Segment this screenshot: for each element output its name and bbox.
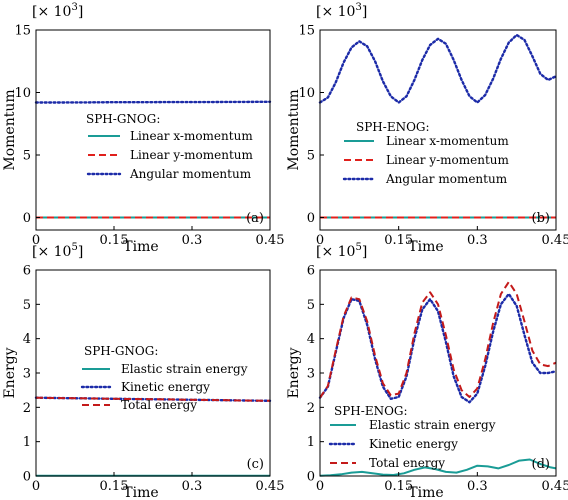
y-axis-label: Momentum bbox=[2, 89, 18, 170]
legend-title: SPH-GNOG: bbox=[84, 344, 158, 358]
x-tick-label: 0.3 bbox=[182, 479, 203, 494]
x-tick-label: 0 bbox=[32, 233, 40, 248]
y-tick-label: 10 bbox=[14, 86, 31, 101]
y-tick-label: 4 bbox=[307, 332, 315, 347]
legend-entry-label: Linear x-momentum bbox=[130, 129, 253, 143]
y-tick-label: 3 bbox=[23, 367, 31, 382]
y-tick-label: 0 bbox=[23, 211, 31, 226]
y-tick-label: 5 bbox=[307, 149, 315, 164]
x-axis-label: Time bbox=[123, 485, 158, 500]
chart-panel-1: 0 5 10 15 0 0.15 0.3 0.45 Time Momentum [× 103] (a)… bbox=[2, 2, 284, 255]
y-tick-label: 1 bbox=[307, 435, 315, 450]
x-axis-label: Time bbox=[123, 239, 158, 255]
x-tick-label: 0.15 bbox=[100, 479, 129, 494]
x-tick-label: 0 bbox=[316, 233, 324, 248]
y-tick-label: 5 bbox=[23, 298, 31, 313]
x-tick-label: 0 bbox=[316, 479, 324, 494]
legend: SPH-GNOG: Elastic strain energy Kinetic en… bbox=[80, 344, 248, 412]
chart-panel-4: 0 1 2 3 4 5 6 0 0.15 0.3 0.45 Time Energy [× 105] (d) S… bbox=[286, 242, 568, 500]
y-tick-label: 15 bbox=[298, 24, 315, 39]
series-line-3 bbox=[319, 281, 557, 399]
x-tick-label: 0.45 bbox=[542, 233, 568, 248]
legend-entry-label: Linear y-momentum bbox=[130, 148, 254, 162]
axis-multiplier: [× 103] bbox=[316, 2, 367, 20]
legend-title: SPH-ENOG: bbox=[356, 120, 430, 134]
y-tick-label: 2 bbox=[23, 401, 31, 416]
x-axis-label: Time bbox=[408, 239, 443, 255]
panel-label: (d) bbox=[532, 457, 550, 472]
legend-entry-label: Total energy bbox=[121, 398, 197, 412]
x-tick-label: 0.45 bbox=[256, 233, 285, 248]
y-tick-label: 6 bbox=[23, 264, 31, 279]
legend-entry-label: Linear y-momentum bbox=[386, 153, 510, 167]
legend-title: SPH-GNOG: bbox=[86, 112, 160, 126]
y-tick-label: 0 bbox=[307, 470, 315, 485]
y-tick-label: 10 bbox=[298, 86, 315, 101]
legend: SPH-GNOG: Linear x-momentum Linear y-momen… bbox=[86, 112, 254, 181]
legend-entry-label: Angular momentum bbox=[129, 167, 252, 181]
series-line-3 bbox=[35, 396, 271, 402]
y-tick-label: 0 bbox=[307, 211, 315, 226]
legend-entry-label: Kinetic energy bbox=[121, 380, 210, 394]
legend-entry-label: Kinetic energy bbox=[369, 437, 458, 451]
plot-frame bbox=[35, 29, 271, 231]
axis-multiplier: [× 105] bbox=[316, 242, 367, 260]
y-axis-label: Energy bbox=[286, 347, 302, 398]
y-tick-label: 6 bbox=[307, 264, 315, 279]
legend-entry-label: Elastic strain energy bbox=[121, 362, 248, 376]
chart-panel-2: 0 5 10 15 0 0.15 0.3 0.45 Time Momentum [× 103] (b)… bbox=[286, 2, 568, 255]
axis-multiplier: [× 103] bbox=[32, 2, 83, 20]
y-tick-label: 4 bbox=[23, 332, 31, 347]
series-line-1 bbox=[319, 458, 557, 477]
x-tick-label: 0.45 bbox=[256, 479, 285, 494]
legend: SPH-ENOG:Linear x-momentum Linear y-momen… bbox=[342, 120, 510, 186]
axis-multiplier: [× 105] bbox=[32, 242, 83, 260]
x-tick-label: 0.15 bbox=[100, 233, 129, 248]
panel-label: (a) bbox=[246, 211, 264, 226]
chart-panel-3: 0 1 2 3 4 5 6 0 0.15 0.3 0.45 Time Energy [× 105] (c) S… bbox=[2, 242, 284, 500]
x-tick-label: 0.15 bbox=[384, 479, 413, 494]
panel-label: (c) bbox=[247, 457, 264, 472]
legend: SPH-ENOG:Elastic strain energy Kinetic en… bbox=[328, 404, 496, 470]
y-tick-label: 15 bbox=[14, 24, 31, 39]
y-tick-label: 0 bbox=[23, 470, 31, 485]
y-axis-label: Momentum bbox=[286, 89, 302, 170]
legend-entry-label: Angular momentum bbox=[385, 172, 508, 186]
legend-entry-label: Total energy bbox=[369, 456, 445, 470]
x-tick-label: 0.3 bbox=[182, 233, 203, 248]
x-tick-label: 0.3 bbox=[467, 479, 488, 494]
y-tick-label: 3 bbox=[307, 367, 315, 382]
x-tick-label: 0.45 bbox=[542, 479, 568, 494]
y-tick-label: 2 bbox=[307, 401, 315, 416]
y-tick-label: 5 bbox=[23, 149, 31, 164]
series-line-3 bbox=[318, 33, 558, 104]
legend-entry-label: Linear x-momentum bbox=[386, 134, 509, 148]
x-axis-label: Time bbox=[408, 485, 443, 500]
series-line-3 bbox=[34, 100, 272, 104]
y-axis-label: Energy bbox=[2, 347, 18, 398]
panel-label: (b) bbox=[532, 211, 550, 226]
y-tick-label: 5 bbox=[307, 298, 315, 313]
y-tick-label: 1 bbox=[23, 435, 31, 450]
x-tick-label: 0.3 bbox=[467, 233, 488, 248]
x-tick-label: 0.15 bbox=[384, 233, 413, 248]
legend-entry-label: Elastic strain energy bbox=[369, 418, 496, 432]
x-tick-label: 0 bbox=[32, 479, 40, 494]
plot-frame bbox=[319, 29, 557, 231]
legend-title: SPH-ENOG: bbox=[334, 404, 408, 418]
